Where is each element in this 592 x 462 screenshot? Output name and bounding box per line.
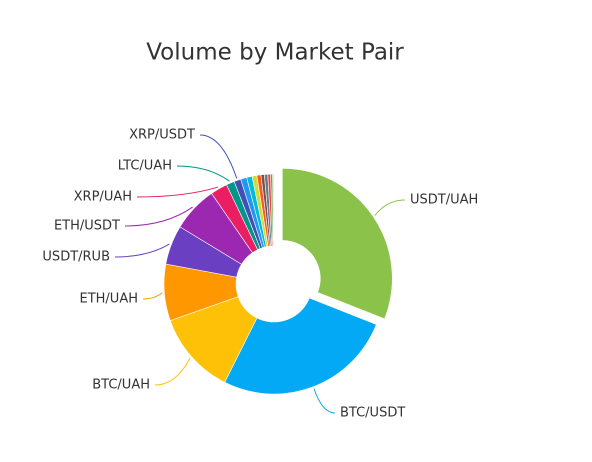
slice-label: USDT/RUB: [42, 250, 110, 265]
slice-label: BTC/USDT: [340, 406, 405, 421]
slice: [272, 173, 275, 247]
leader-line: [124, 206, 193, 227]
leader-line: [199, 134, 238, 179]
slice-label: LTC/UAH: [118, 159, 172, 174]
slice: [224, 297, 377, 395]
slice: [281, 168, 393, 320]
leader-line: [154, 357, 191, 386]
leader-line: [136, 186, 219, 198]
leader-line: [176, 165, 230, 182]
slice-label: ETH/UAH: [80, 292, 139, 307]
slice-label: ETH/USDT: [54, 219, 120, 234]
slice-label: USDT/UAH: [410, 193, 478, 208]
leader-line: [374, 199, 406, 216]
slice-label: XRP/USDT: [129, 128, 195, 143]
leader-line: [142, 292, 163, 300]
chart-title: Volume by Market Pair: [146, 40, 404, 66]
slice-label: XRP/UAH: [74, 190, 132, 205]
leader-line: [114, 243, 170, 258]
leader-line: [313, 388, 336, 414]
slice-label: BTC/UAH: [92, 378, 150, 393]
